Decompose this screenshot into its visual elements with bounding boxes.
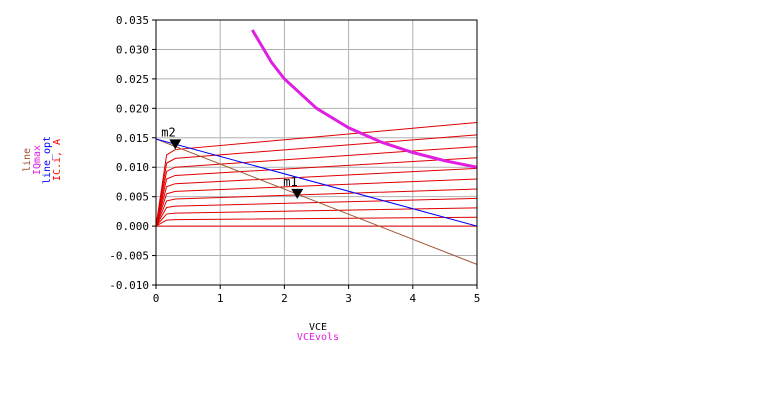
- x-tick-label: 4: [409, 292, 416, 305]
- ic-curve: [156, 188, 477, 227]
- marker-label: m2: [161, 125, 175, 139]
- y-tick-label: 0.005: [116, 191, 149, 204]
- y-axis-label: line_opt: [42, 136, 53, 184]
- ic-curve: [156, 167, 477, 227]
- y-axis-label: IC.i, A: [52, 139, 63, 181]
- series-line-2: [251, 29, 477, 169]
- ic-curve: [156, 197, 477, 227]
- ic-curve: [156, 157, 477, 227]
- marker-triangle: [169, 139, 182, 150]
- x-tick-label: 0: [153, 292, 160, 305]
- ic-curve: [156, 207, 477, 227]
- y-tick-label: 0.030: [116, 43, 149, 56]
- plot-area: [156, 29, 477, 265]
- y-tick-label: 0.020: [116, 102, 149, 115]
- y-tick-label: -0.005: [109, 250, 149, 263]
- x-tick-label: 1: [217, 292, 224, 305]
- x-axis-label: VCEvols: [297, 332, 339, 343]
- ic-curve: [156, 121, 477, 227]
- x-axis-label: VCE: [309, 322, 327, 333]
- series-line-0: [156, 138, 477, 265]
- y-axis-label: line: [22, 148, 33, 172]
- plot-frame: [155, 19, 478, 286]
- y-tick-label: -0.010: [109, 279, 149, 292]
- x-tick-label: 5: [474, 292, 481, 305]
- marker-triangle: [291, 188, 304, 199]
- y-tick-label: 0.000: [116, 220, 149, 233]
- ic-curve: [156, 134, 477, 227]
- y-tick-label: 0.015: [116, 132, 149, 145]
- x-tick-label: 2: [281, 292, 288, 305]
- y-tick-label: 0.010: [116, 161, 149, 174]
- series-line-1: [156, 138, 477, 227]
- y-tick-label: 0.035: [116, 14, 149, 27]
- y-tick-label: 0.025: [116, 73, 149, 86]
- ic-curve: [156, 216, 477, 227]
- y-axis-label: IQmax: [32, 145, 43, 175]
- marker-label: m1: [283, 175, 297, 189]
- ic-curve: [156, 146, 477, 227]
- x-tick-label: 3: [345, 292, 352, 305]
